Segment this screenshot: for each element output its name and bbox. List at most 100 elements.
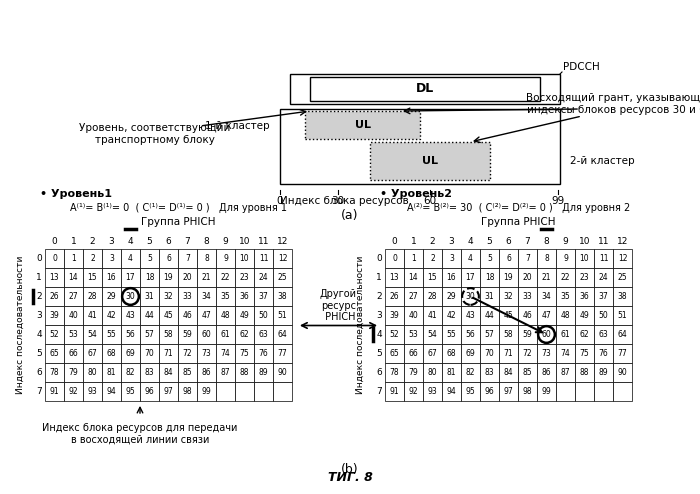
Text: 2: 2: [377, 292, 382, 301]
Bar: [442, 382, 461, 401]
Bar: [613, 344, 632, 363]
Text: 0: 0: [391, 237, 398, 246]
Text: 31: 31: [484, 292, 494, 301]
Bar: [140, 382, 159, 401]
Text: 32: 32: [164, 292, 174, 301]
Text: 37: 37: [598, 292, 608, 301]
Text: 93: 93: [88, 387, 97, 396]
Text: 61: 61: [220, 330, 230, 339]
Bar: [140, 363, 159, 382]
Bar: [370, 142, 490, 180]
Text: 46: 46: [183, 311, 193, 320]
Text: 33: 33: [183, 292, 193, 301]
Bar: [613, 287, 632, 306]
Bar: [235, 268, 254, 287]
Bar: [45, 287, 64, 306]
Bar: [518, 363, 537, 382]
Bar: [64, 287, 83, 306]
Bar: [305, 111, 420, 139]
Text: 83: 83: [145, 368, 154, 377]
Text: 0: 0: [392, 254, 397, 263]
Bar: [518, 344, 537, 363]
Bar: [273, 287, 292, 306]
Text: 74: 74: [220, 349, 230, 358]
Text: 8: 8: [204, 237, 209, 246]
Bar: [613, 249, 632, 268]
Text: 80: 80: [88, 368, 97, 377]
Text: 95: 95: [466, 387, 475, 396]
Text: 49: 49: [239, 311, 249, 320]
Text: 43: 43: [125, 311, 135, 320]
Text: 42: 42: [106, 311, 116, 320]
Text: 24: 24: [598, 273, 608, 282]
Bar: [235, 325, 254, 344]
Text: 26: 26: [50, 292, 60, 301]
Text: 59: 59: [523, 330, 533, 339]
Text: 16: 16: [106, 273, 116, 282]
Text: 9: 9: [563, 237, 568, 246]
Bar: [235, 306, 254, 325]
Text: 22: 22: [220, 273, 230, 282]
Bar: [423, 306, 442, 325]
Bar: [404, 306, 423, 325]
Text: 92: 92: [409, 387, 419, 396]
Bar: [423, 363, 442, 382]
Bar: [594, 363, 613, 382]
Text: 37: 37: [258, 292, 268, 301]
Bar: [290, 74, 560, 104]
Text: 76: 76: [258, 349, 268, 358]
Text: 10: 10: [579, 237, 590, 246]
Text: 68: 68: [447, 349, 456, 358]
Text: 94: 94: [106, 387, 116, 396]
Bar: [273, 306, 292, 325]
Text: 62: 62: [239, 330, 249, 339]
Bar: [461, 287, 480, 306]
Bar: [121, 306, 140, 325]
Bar: [537, 344, 556, 363]
Text: 30: 30: [331, 196, 344, 206]
Bar: [499, 344, 518, 363]
Text: 1: 1: [71, 237, 76, 246]
Bar: [556, 249, 575, 268]
Bar: [575, 382, 594, 401]
Bar: [197, 363, 216, 382]
Bar: [575, 363, 594, 382]
Bar: [480, 382, 499, 401]
Text: 27: 27: [409, 292, 419, 301]
Text: 22: 22: [561, 273, 570, 282]
Bar: [404, 382, 423, 401]
Text: 1-й кластер: 1-й кластер: [205, 121, 270, 131]
Text: 93: 93: [428, 387, 438, 396]
Text: 29: 29: [106, 292, 116, 301]
Text: 54: 54: [428, 330, 438, 339]
Text: 7: 7: [524, 237, 531, 246]
Bar: [385, 249, 404, 268]
Bar: [140, 287, 159, 306]
Text: 64: 64: [278, 330, 288, 339]
Bar: [594, 249, 613, 268]
Text: 61: 61: [561, 330, 570, 339]
Bar: [178, 287, 197, 306]
Bar: [121, 325, 140, 344]
Text: 31: 31: [145, 292, 154, 301]
Text: 47: 47: [202, 311, 211, 320]
Text: 21: 21: [542, 273, 552, 282]
Bar: [499, 249, 518, 268]
Bar: [499, 382, 518, 401]
Text: 95: 95: [125, 387, 135, 396]
Bar: [404, 268, 423, 287]
Text: 43: 43: [466, 311, 475, 320]
Text: 63: 63: [598, 330, 608, 339]
Bar: [64, 344, 83, 363]
Text: 89: 89: [598, 368, 608, 377]
Bar: [461, 363, 480, 382]
Bar: [102, 306, 121, 325]
Text: 66: 66: [409, 349, 419, 358]
Text: 30: 30: [466, 292, 475, 301]
Text: Группа PHICH: Группа PHICH: [482, 217, 556, 227]
Bar: [499, 363, 518, 382]
Bar: [594, 382, 613, 401]
Text: 46: 46: [523, 311, 533, 320]
Text: 97: 97: [164, 387, 174, 396]
Text: 7: 7: [36, 387, 42, 396]
